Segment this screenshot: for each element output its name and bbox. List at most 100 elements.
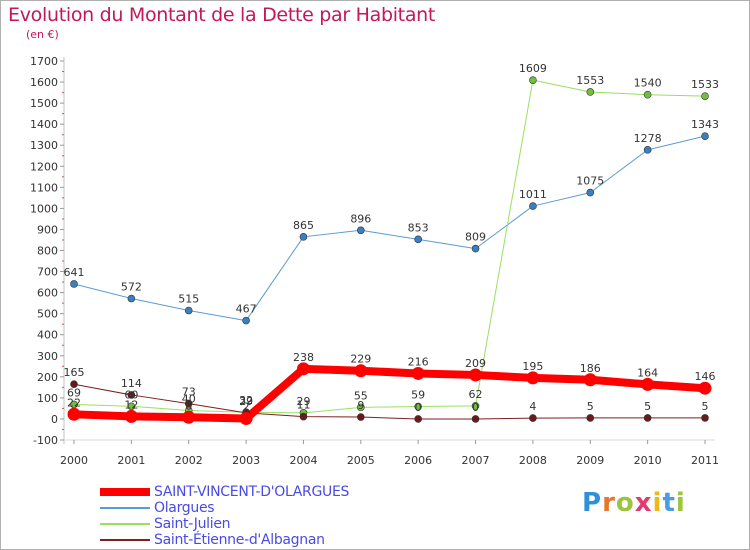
- x-tick-label: 2004: [289, 454, 317, 467]
- legend-swatch: [100, 523, 150, 525]
- data-label: 9: [357, 399, 364, 412]
- data-label: 5: [702, 400, 709, 413]
- legend-label: SAINT-VINCENT-D'OLARGUES: [154, 484, 350, 500]
- data-point: [70, 280, 78, 288]
- data-label: 865: [293, 219, 314, 232]
- y-tick-label: -100: [33, 434, 58, 447]
- data-point: [357, 226, 365, 235]
- y-tick-label: 1600: [30, 76, 58, 89]
- legend-label: Saint-Étienne-d'Albagnan: [154, 532, 325, 548]
- data-point: [643, 414, 652, 422]
- data-point: [414, 415, 422, 423]
- data-point: [414, 235, 422, 244]
- data-label: 229: [350, 353, 371, 366]
- x-tick-label: 2000: [60, 454, 88, 467]
- y-tick-label: 0: [51, 413, 58, 426]
- data-label: 5: [644, 400, 651, 413]
- data-label: 238: [293, 351, 314, 364]
- data-label: 515: [178, 293, 199, 306]
- data-label: 146: [695, 370, 716, 383]
- data-label: 5: [587, 400, 594, 413]
- data-label: 165: [64, 366, 85, 379]
- data-point: [357, 413, 365, 421]
- legend-swatch: [100, 539, 150, 541]
- legend-item: SAINT-VINCENT-D'OLARGUES: [100, 484, 349, 500]
- legend-item: Saint-Julien: [100, 516, 349, 532]
- data-point: [701, 414, 709, 422]
- data-label: 164: [637, 366, 658, 379]
- line-chart: -100010020030040050060070080090010001100…: [30, 55, 719, 467]
- y-tick-label: 1300: [30, 139, 58, 152]
- logo-letter: i: [675, 488, 686, 518]
- chart-title: Evolution du Montant de la Dette par Hab…: [8, 4, 436, 26]
- data-point: [182, 410, 196, 424]
- data-label: 73: [182, 386, 196, 399]
- data-point: [583, 373, 597, 387]
- data-label: 55: [354, 389, 368, 402]
- data-point: [357, 403, 365, 412]
- x-tick-label: 2008: [519, 454, 547, 467]
- data-label: 8: [185, 399, 192, 412]
- data-point: [471, 244, 480, 253]
- data-label: 186: [580, 362, 601, 375]
- x-tick-label: 2002: [175, 454, 203, 467]
- data-point: [299, 233, 308, 241]
- logo-letter: i: [652, 488, 663, 518]
- logo-letter: t: [662, 488, 676, 518]
- data-point: [242, 316, 250, 325]
- data-label: 195: [522, 360, 543, 373]
- legend-swatch: [100, 507, 150, 509]
- y-tick-label: 700: [37, 266, 58, 279]
- data-point: [643, 90, 652, 99]
- legend-item: Saint-Étienne-d'Albagnan: [100, 532, 349, 548]
- data-point: [471, 402, 480, 410]
- y-tick-label: 1400: [30, 118, 58, 131]
- chart-subtitle: (en €): [26, 28, 59, 41]
- data-point: [701, 132, 709, 140]
- x-tick-label: 2005: [347, 454, 375, 467]
- data-point: [127, 402, 136, 411]
- data-point: [67, 407, 81, 421]
- data-label: 4: [529, 400, 536, 413]
- y-tick-label: 1700: [30, 55, 58, 68]
- y-tick-label: 1100: [30, 181, 58, 194]
- y-tick-label: 1000: [30, 202, 58, 215]
- data-point: [70, 380, 78, 389]
- data-point: [354, 364, 368, 378]
- data-point: [411, 366, 425, 380]
- data-point: [184, 399, 193, 408]
- data-point: [127, 391, 136, 399]
- data-label: 29: [296, 395, 310, 408]
- data-label: 853: [408, 221, 429, 234]
- data-label: 216: [408, 355, 429, 368]
- logo-letter: P: [582, 488, 603, 518]
- data-point: [643, 146, 652, 154]
- data-point: [184, 306, 193, 315]
- series-line-saint-tienne-d-albagnan: [73, 383, 706, 420]
- data-label: 29: [239, 395, 253, 408]
- y-tick-label: 300: [37, 350, 58, 363]
- data-point: [529, 202, 537, 210]
- data-point: [529, 414, 537, 422]
- x-tick-label: 2007: [462, 454, 490, 467]
- data-label: 11: [296, 399, 310, 412]
- data-point: [469, 368, 483, 382]
- data-point: [586, 414, 595, 422]
- y-tick-label: 800: [37, 245, 58, 258]
- y-tick-label: 900: [37, 223, 58, 236]
- logo-letter: x: [634, 488, 653, 518]
- data-point: [239, 412, 253, 426]
- y-tick-label: 1200: [30, 160, 58, 173]
- data-label: 1075: [576, 175, 604, 188]
- x-tick-label: 2006: [404, 454, 432, 467]
- x-tick-label: 2001: [117, 454, 145, 467]
- y-tick-label: 1500: [30, 97, 58, 110]
- y-tick-label: 200: [37, 371, 58, 384]
- data-point: [127, 294, 136, 303]
- data-label: 1540: [634, 77, 662, 90]
- data-label: 62: [469, 388, 483, 401]
- data-label: 0: [472, 401, 479, 414]
- data-label: 809: [465, 231, 486, 244]
- data-label: 1609: [519, 62, 547, 75]
